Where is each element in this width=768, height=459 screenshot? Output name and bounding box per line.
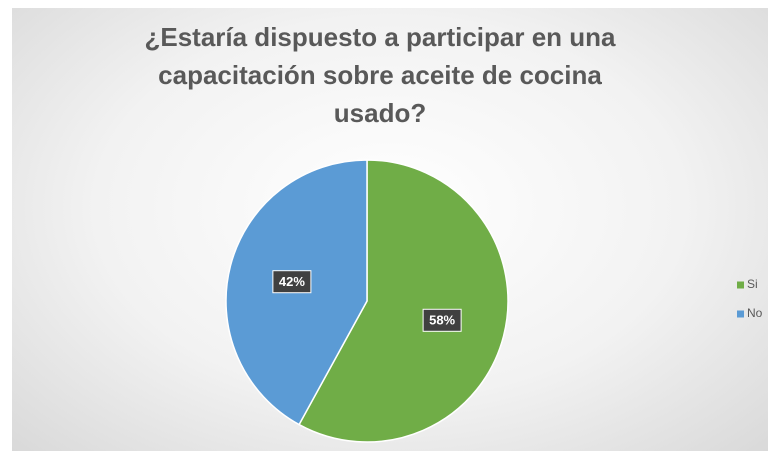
data-label: 58%: [429, 313, 455, 328]
legend-swatch: [737, 310, 744, 318]
legend-label: No: [747, 306, 763, 320]
data-label-box: [422, 308, 462, 332]
legend-swatch: [737, 281, 744, 289]
data-label-box: [272, 270, 312, 294]
chart-title: ¿Estaría dispuesto a participar en una c…: [144, 22, 616, 128]
legend-label: Si: [747, 277, 758, 291]
pie-slice: [298, 159, 509, 443]
data-label: 42%: [279, 274, 305, 289]
